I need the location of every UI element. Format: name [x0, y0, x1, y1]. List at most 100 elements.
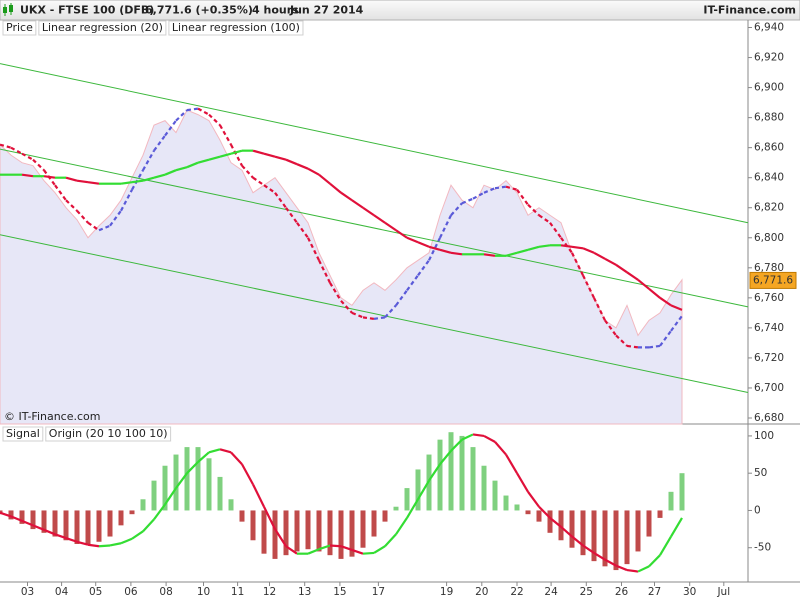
line-segment — [208, 448, 221, 454]
legend-entry: Linear regression (100) — [172, 21, 300, 34]
legend-entry: Signal — [6, 427, 40, 440]
oscillator-bar — [63, 510, 69, 541]
x-tick-label: 25 — [580, 586, 593, 598]
line-segment — [164, 169, 177, 176]
line-segment — [384, 533, 397, 547]
line-segment — [538, 214, 551, 224]
line-segment — [219, 152, 232, 158]
oscillator-bar — [217, 476, 223, 511]
line-segment — [571, 245, 584, 250]
line-segment — [318, 544, 331, 551]
line-segment — [461, 433, 474, 441]
oscillator-bar — [206, 458, 212, 511]
line-segment — [241, 164, 254, 179]
line-segment — [175, 166, 188, 172]
legend-box — [38, 20, 167, 36]
header-site: IT-Finance.com — [703, 4, 796, 17]
channel-line — [0, 234, 749, 393]
line-segment — [505, 251, 518, 257]
oscillator-bar — [360, 510, 366, 548]
line-segment — [395, 229, 408, 239]
line-segment — [406, 274, 419, 291]
oscillator-bar — [657, 510, 663, 518]
y-tick-label: 6,820 — [754, 202, 784, 214]
line-segment — [637, 278, 650, 290]
line-segment — [659, 330, 672, 347]
x-tick-label: 19 — [440, 586, 453, 598]
y-tick-label: 100 — [754, 430, 774, 442]
legend-box — [2, 426, 44, 442]
line-segment — [285, 207, 298, 224]
line-segment — [274, 528, 287, 547]
y-tick-label: 6,680 — [754, 412, 784, 424]
y-tick-label: 50 — [754, 467, 767, 479]
line-segment — [384, 304, 397, 319]
oscillator-bar — [239, 510, 245, 522]
oscillator-bar — [272, 510, 278, 559]
line-segment — [65, 176, 78, 182]
line-segment — [340, 545, 353, 551]
oscillator-bar — [404, 488, 410, 511]
legend-entry: Price — [6, 21, 33, 34]
line-segment — [406, 236, 419, 244]
oscillator-bar — [481, 465, 487, 511]
line-segment — [76, 179, 89, 184]
line-segment — [0, 143, 12, 149]
oscillator-bar — [85, 510, 91, 544]
line-segment — [527, 491, 540, 508]
oscillator-bar — [195, 447, 201, 511]
line-segment — [131, 179, 144, 184]
oscillator-bar — [19, 510, 25, 524]
line-segment — [109, 210, 122, 227]
line-segment — [395, 289, 408, 307]
y-tick-label: 6,940 — [754, 22, 784, 34]
line-segment — [307, 167, 320, 176]
line-segment — [274, 155, 287, 161]
channel-line — [0, 63, 749, 224]
oscillator-bar — [448, 432, 454, 511]
oscillator-bar — [613, 510, 619, 571]
line-segment — [439, 450, 452, 465]
line-segment — [274, 192, 287, 209]
line-segment — [538, 505, 551, 519]
line-segment — [450, 251, 463, 256]
legend-entry: Origin (20 10 100 10) — [49, 427, 168, 440]
oscillator-bar — [41, 510, 47, 533]
copyright: © IT-Finance.com — [4, 410, 101, 423]
line-segment — [505, 453, 518, 474]
line-segment — [131, 530, 144, 540]
line-segment — [329, 544, 342, 548]
line-segment — [43, 175, 56, 179]
header-bar — [0, 0, 800, 21]
oscillator-bar — [228, 499, 234, 511]
oscillator-bar — [349, 510, 355, 557]
line-segment — [98, 544, 111, 548]
oscillator-bar — [184, 447, 190, 511]
y-tick-label: 6,780 — [754, 262, 784, 274]
x-tick-label: 24 — [544, 586, 558, 598]
line-segment — [483, 187, 496, 194]
oscillator-bar — [162, 465, 168, 511]
line-segment — [76, 209, 89, 224]
line-segment — [450, 202, 463, 216]
line-segment — [340, 191, 353, 202]
oscillator-bar — [459, 435, 465, 511]
line-segment — [593, 251, 606, 260]
oscillator-bar — [294, 510, 300, 552]
line-segment — [604, 257, 617, 266]
line-segment — [241, 463, 254, 485]
line-segment — [670, 315, 683, 332]
line-segment — [395, 517, 408, 535]
oscillator-bar — [140, 499, 146, 511]
oscillator-bar — [151, 480, 157, 511]
line-segment — [142, 150, 155, 171]
oscillator-bar — [30, 510, 36, 530]
line-segment — [648, 344, 661, 349]
x-tick-label: 11 — [231, 586, 244, 598]
line-segment — [153, 173, 166, 179]
y-tick-label: 6,840 — [754, 172, 784, 184]
line-segment — [87, 543, 100, 548]
line-segment — [593, 551, 606, 561]
x-tick-label: 13 — [298, 586, 311, 598]
line-segment — [87, 221, 100, 232]
